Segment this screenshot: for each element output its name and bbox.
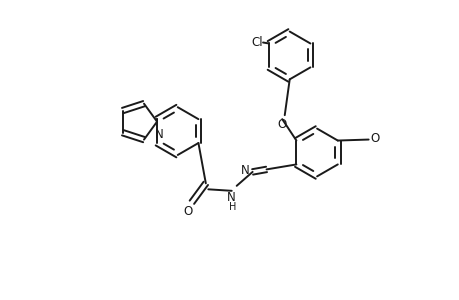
Text: Cl: Cl — [251, 36, 263, 49]
Text: N: N — [241, 164, 250, 177]
Text: H: H — [229, 202, 236, 212]
Text: O: O — [183, 205, 192, 218]
Text: O: O — [369, 132, 379, 145]
Text: N: N — [227, 191, 235, 204]
Text: O: O — [277, 118, 286, 130]
Text: N: N — [154, 128, 163, 141]
